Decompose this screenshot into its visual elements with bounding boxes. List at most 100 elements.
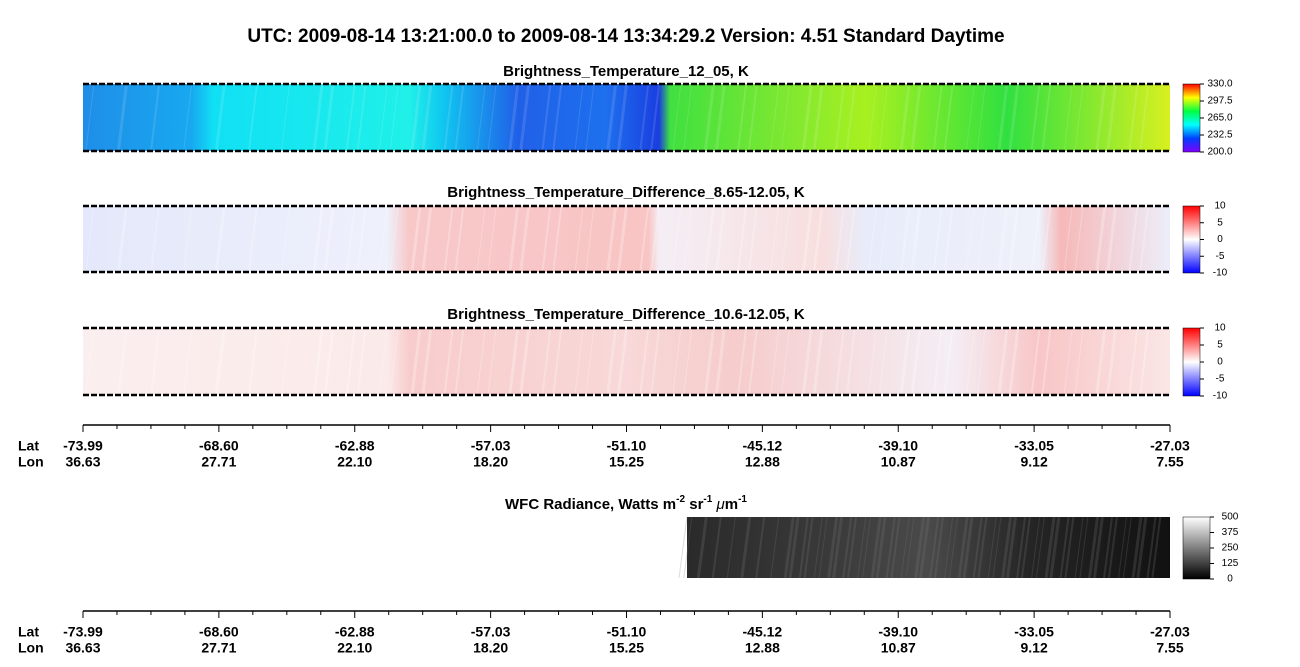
texture-streak [900,516,910,579]
lon-label: 9.12 [1021,454,1048,470]
texture-streak [519,83,531,152]
texture-streak [740,516,752,579]
texture-streak [85,327,95,396]
lon-label: 12.88 [745,640,780,656]
texture-streak [476,83,486,152]
texture-streak [878,83,888,152]
lon-label: 22.10 [337,640,372,656]
texture-streak [356,327,367,396]
texture-streak [541,205,552,273]
texture-streak [1030,205,1041,273]
lon-label: 9.12 [1021,640,1048,656]
title-part: m [725,496,738,513]
texture-streak [378,83,388,152]
texture-streak [885,516,896,579]
texture-streak [976,83,986,152]
title-part: μ [716,496,725,513]
texture-streak [541,327,552,396]
texture-streak [770,516,780,579]
texture-streak [1074,205,1084,273]
texture-streak [214,205,226,273]
texture-streak [737,83,748,152]
texture-streak [1074,327,1084,396]
texture-streak [683,327,693,396]
texture-streak [1088,516,1100,579]
texture-streak [410,83,422,152]
texture-streak [997,83,1009,152]
image-strip [83,328,1170,395]
colorbar-tick-label: 250 [1222,543,1239,554]
texture-streak [650,327,661,396]
panel-title: Brightness_Temperature_Difference_10.6-1… [447,306,805,323]
lat-label: -51.10 [607,438,647,454]
colorbar-tick-label: 330.0 [1207,79,1232,90]
texture-streak [378,327,388,396]
texture-streak [312,327,324,396]
texture-streak [957,516,969,579]
texture-streak [116,205,128,273]
colorbar-tick-label: 5 [1217,217,1223,228]
texture-streak [847,516,858,579]
texture-streak [870,516,882,579]
texture-streak [1041,205,1052,273]
texture-streak [1103,516,1114,579]
texture-streak [755,516,766,579]
colorbar-tick-label: 0 [1217,234,1223,245]
texture-streak [944,516,954,579]
texture-streak [183,83,193,152]
texture-streak [703,205,715,273]
texture-streak [976,205,986,273]
texture-streak [845,327,856,396]
image-strip [83,84,1170,151]
colorbar-tick-label: -5 [1216,374,1225,385]
texture-streak [672,205,682,273]
texture-streak [857,516,867,579]
lon-label: 15.25 [609,454,644,470]
texture-streak [834,83,845,152]
texture-streak [801,327,813,396]
texture-streak [552,327,563,396]
texture-streak [1095,83,1107,152]
texture-streak [1092,516,1104,579]
texture-streak [943,83,954,152]
texture-streak [552,83,563,152]
lat-label: -68.60 [199,438,239,454]
colorbar-tick-label: 265.0 [1207,113,1232,124]
texture-streak [842,516,853,579]
texture-streak [639,83,650,152]
colorbar-tick-label: 297.5 [1207,96,1232,107]
colorbar-tick-label: -5 [1216,251,1225,262]
lon-label: 12.88 [745,454,780,470]
texture-streak [487,205,497,273]
texture-streak [519,327,531,396]
texture-streak [1016,516,1027,579]
texture-streak [714,83,726,152]
texture-streak [1005,516,1017,579]
texture-streak [714,327,726,396]
texture-streak [183,327,193,396]
colorbar-tick-label: 10 [1214,201,1226,212]
lat-label: -33.05 [1014,438,1054,454]
lon-label: 27.71 [201,640,236,656]
texture-streak [910,83,922,152]
texture-streak [1122,516,1132,579]
texture-streak [1063,327,1073,396]
texture-streak [798,516,809,579]
texture-streak [150,83,161,152]
texture-streak [1030,83,1041,152]
lon-label: 7.55 [1156,454,1183,470]
texture-streak [834,327,845,396]
texture-streak [74,205,84,273]
texture-streak [812,83,824,152]
texture-streak [943,205,954,273]
lat-label: -57.03 [471,624,511,640]
texture-streak [683,516,693,579]
texture-streak [247,83,258,152]
texture-streak [639,205,650,273]
texture-streak [443,205,454,273]
texture-streak [74,83,84,152]
lat-label: -27.03 [1150,624,1190,640]
texture-streak [1106,205,1118,273]
texture-streak [574,205,584,273]
lat-label: -27.03 [1150,438,1190,454]
